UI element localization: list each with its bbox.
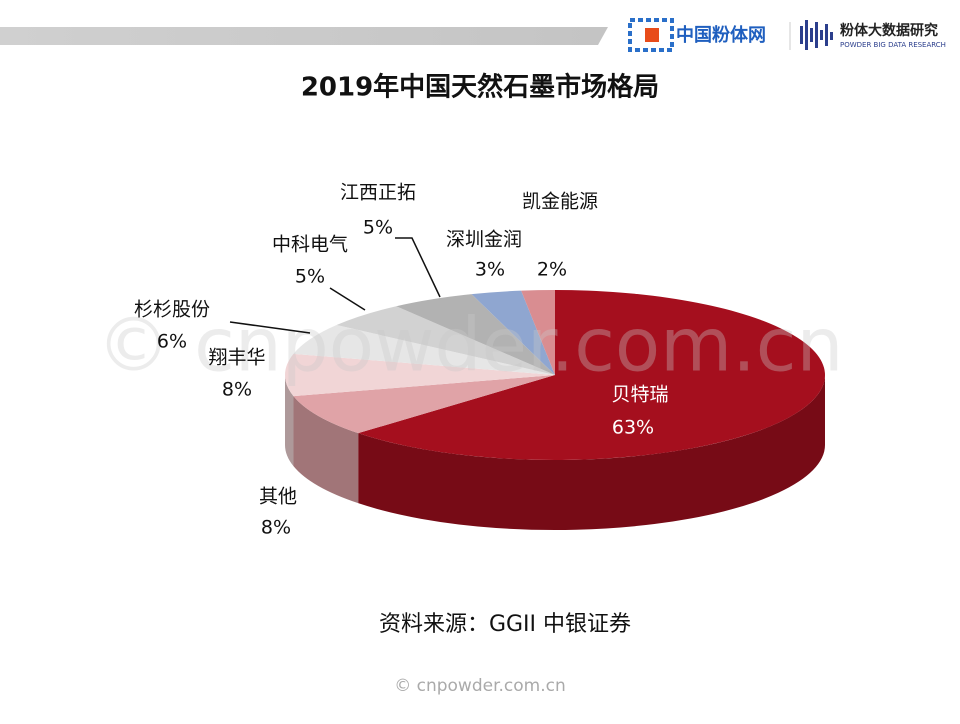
slice-label: 杉杉股份 [134,299,210,321]
logo-icon [628,18,674,52]
slice-label: 凯金能源 [522,191,598,213]
value-label: 2% [537,259,567,281]
leader-line [229,321,311,334]
value-label: 6% [157,331,187,353]
slice [358,290,826,461]
pie [284,290,826,530]
value-label: 63% [612,417,654,439]
slice [471,290,555,375]
leader-line [395,237,441,298]
slice [293,325,555,375]
slice-label: 江西正拓 [340,182,416,204]
slice [336,306,555,375]
brand-text: 粉体大数据研究 [840,22,938,39]
slice-label: 翔丰华 [208,347,265,369]
value-label: 3% [475,259,505,281]
slice-label: 贝特瑞 [611,384,668,406]
leader-line [329,287,366,311]
slice-label: 其他 [259,486,297,508]
value-label: 5% [363,217,393,239]
slice-side [285,375,294,467]
logo-text: 中国粉体网 [676,24,766,46]
brand-en: POWDER BIG DATA RESEARCH [840,41,946,49]
value-label: 5% [295,266,325,288]
slice-label: 深圳金润 [446,229,522,251]
slice-side [293,396,359,504]
slice [521,290,555,375]
slice [293,375,555,434]
chart-title: 2019年中国天然石墨市场格局 [301,72,659,103]
footer: © cnpowder.com.cn [394,676,566,696]
slice-side [358,375,825,530]
source: 资料来源：GGII 中银证券 [379,612,631,637]
slice-label: 中科电气 [272,234,348,256]
value-label: 8% [222,379,252,401]
watermark: © cnpowder.com.cn [97,303,844,389]
value-label: 8% [261,517,291,539]
slice [396,294,555,375]
slice [284,353,555,397]
header-bar [0,27,608,45]
brand-icon [800,20,833,50]
